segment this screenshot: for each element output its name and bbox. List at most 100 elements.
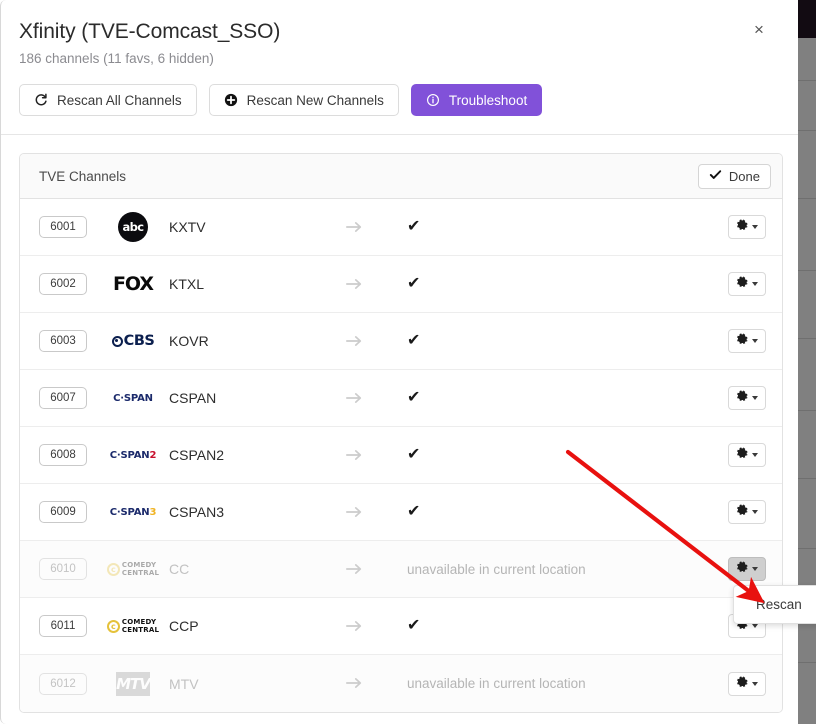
- channel-logo: C·SPAN2: [107, 440, 159, 470]
- channel-status: unavailable in current location: [374, 562, 728, 577]
- chevron-down-icon: [752, 339, 758, 343]
- channel-logo: MTV: [107, 669, 159, 699]
- channel-logo: C·SPAN3: [107, 497, 159, 527]
- channel-status: ✔: [374, 390, 728, 406]
- refresh-icon: [34, 93, 48, 107]
- table-row[interactable]: 6002 FOX KTXL ✔: [20, 256, 782, 313]
- channel-status: ✔: [374, 447, 728, 463]
- channel-settings-button[interactable]: [728, 500, 766, 524]
- chevron-down-icon: [752, 567, 758, 571]
- table-row[interactable]: 6007 C·SPAN CSPAN ✔: [20, 370, 782, 427]
- gear-icon: [736, 447, 749, 463]
- channel-status: ✔: [374, 333, 728, 349]
- channel-settings-button[interactable]: [728, 329, 766, 353]
- channel-number-badge[interactable]: 6002: [39, 273, 87, 295]
- channel-number-badge[interactable]: 6012: [39, 672, 87, 695]
- channel-number-badge[interactable]: 6011: [39, 615, 87, 637]
- card-header-title: TVE Channels: [39, 168, 127, 184]
- table-row[interactable]: 6011 c COMEDY CENTRAL CCP ✔: [20, 598, 782, 655]
- channel-name: CCP: [169, 618, 199, 634]
- channel-status: unavailable in current location: [374, 676, 728, 691]
- channel-actions: [728, 215, 766, 239]
- channel-settings-button[interactable]: [728, 671, 766, 696]
- done-button[interactable]: Done: [697, 163, 771, 189]
- channel-gear-dropdown: Rescan: [733, 585, 816, 624]
- channel-settings-button[interactable]: [728, 272, 766, 296]
- channel-settings-button[interactable]: [728, 215, 766, 239]
- status-check-icon: ✔: [407, 218, 421, 235]
- channel-count-subtitle: 186 channels (11 favs, 6 hidden): [19, 51, 214, 66]
- table-row[interactable]: 6009 C·SPAN3 CSPAN3 ✔: [20, 484, 782, 541]
- channel-settings-button[interactable]: [728, 386, 766, 410]
- comedy-central-logo: c COMEDY CENTRAL: [107, 561, 159, 577]
- map-arrow-cell: [334, 219, 374, 236]
- channel-name: CSPAN3: [169, 504, 224, 520]
- channel-number-badge[interactable]: 6001: [39, 216, 87, 238]
- gear-icon: [736, 390, 749, 406]
- mtv-logo: MTV: [116, 671, 151, 696]
- troubleshoot-label: Troubleshoot: [448, 92, 528, 108]
- channel-logo: c COMEDY CENTRAL: [107, 611, 159, 641]
- channel-number-badge[interactable]: 6007: [39, 387, 87, 409]
- troubleshoot-button[interactable]: Troubleshoot: [410, 84, 543, 116]
- rescan-all-channels-label: Rescan All Channels: [57, 92, 182, 108]
- info-circle-icon: [426, 93, 440, 107]
- channel-name: CSPAN2: [169, 447, 224, 463]
- chevron-down-icon: [752, 681, 758, 686]
- channel-number-badge[interactable]: 6003: [39, 330, 87, 352]
- map-arrow-cell: [334, 390, 374, 407]
- map-arrow-cell: [334, 333, 374, 350]
- channel-name: KOVR: [169, 333, 209, 349]
- gear-icon: [736, 561, 749, 577]
- table-row[interactable]: 6003 CBS KOVR ✔: [20, 313, 782, 370]
- status-check-icon: ✔: [407, 617, 421, 634]
- table-row[interactable]: 6008 C·SPAN2 CSPAN2 ✔: [20, 427, 782, 484]
- cspan-logo: C·SPAN: [113, 392, 153, 404]
- status-check-icon: ✔: [407, 275, 421, 292]
- chevron-down-icon: [752, 510, 758, 514]
- close-icon[interactable]: ×: [748, 19, 770, 41]
- channel-logo: C·SPAN: [107, 383, 159, 413]
- channel-name: KTXL: [169, 276, 205, 292]
- channel-actions: [728, 500, 766, 524]
- chevron-down-icon: [752, 225, 758, 229]
- rescan-all-channels-button[interactable]: Rescan All Channels: [19, 84, 197, 116]
- channel-logo: abc: [107, 212, 159, 242]
- page-background-top-strip: [798, 0, 816, 38]
- table-row[interactable]: 6001 abc KXTV ✔: [20, 199, 782, 256]
- rescan-new-channels-button[interactable]: Rescan New Channels: [208, 84, 399, 116]
- channel-name: MTV: [169, 675, 199, 692]
- arrow-right-icon: [345, 618, 363, 635]
- channel-number-badge[interactable]: 6010: [39, 558, 87, 580]
- gear-icon: [736, 219, 749, 235]
- map-arrow-cell: [334, 561, 374, 578]
- channel-name: KXTV: [169, 219, 206, 235]
- channel-number-badge[interactable]: 6008: [39, 444, 87, 466]
- table-row[interactable]: 6012 MTV MTV unavailable in current locatio…: [20, 655, 782, 712]
- channel-logo: c COMEDY CENTRAL: [107, 554, 159, 584]
- channel-logo: FOX: [107, 269, 159, 299]
- done-label: Done: [728, 168, 760, 184]
- table-row[interactable]: 6010 c COMEDY CENTRAL CC unavailable in curre…: [20, 541, 782, 598]
- channel-number-badge[interactable]: 6009: [39, 501, 87, 523]
- channel-name: CC: [169, 561, 190, 577]
- channel-list: 6001 abc KXTV ✔ 6002 FOX KTXL ✔ 6003 CBS KOVR ✔ 6007…: [20, 199, 782, 712]
- plus-circle-icon: [224, 93, 238, 107]
- channel-settings-button[interactable]: [728, 443, 766, 467]
- map-arrow-cell: [334, 675, 374, 692]
- map-arrow-cell: [334, 447, 374, 464]
- arrow-right-icon: [345, 219, 363, 236]
- rescan-new-channels-label: Rescan New Channels: [246, 92, 384, 108]
- arrow-right-icon: [345, 447, 363, 464]
- gear-icon: [736, 333, 749, 349]
- channel-settings-button[interactable]: [728, 557, 766, 581]
- channel-status: ✔: [374, 504, 728, 520]
- header-divider: [1, 134, 798, 135]
- channel-actions: [728, 272, 766, 296]
- dropdown-item-rescan[interactable]: Rescan: [756, 597, 802, 612]
- gear-icon: [736, 504, 749, 520]
- arrow-right-icon: [345, 675, 363, 692]
- status-check-icon: ✔: [407, 332, 421, 349]
- tve-channels-card: TVE Channels Done 6001 abc KXTV ✔ 6002 FOX KTX…: [19, 153, 783, 713]
